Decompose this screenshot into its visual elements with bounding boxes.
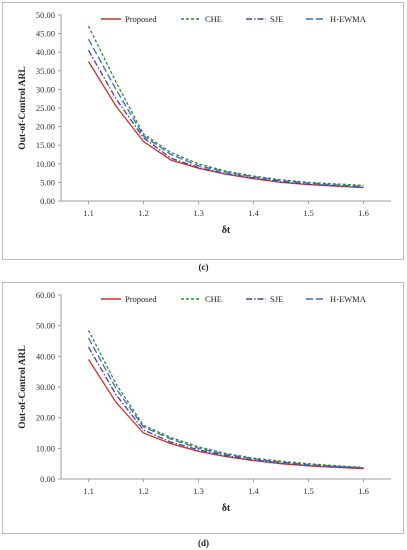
x-tick-label: 1.1	[83, 208, 94, 218]
y-tick-label: 0.00	[40, 196, 55, 206]
series-line-h-ewma	[87, 337, 364, 469]
legend-label: Proposed	[125, 14, 157, 24]
legend-item-h-ewma: H-EWMA	[306, 294, 367, 304]
x-tick-label: 1.2	[138, 486, 149, 496]
y-tick-label: 35.00	[36, 66, 55, 76]
x-tick-label: 1.4	[248, 486, 259, 496]
y-tick-label: 10.00	[36, 443, 55, 453]
x-axis-label: δt	[222, 225, 231, 236]
legend-label: CHE	[205, 294, 222, 304]
legend-item-sje: SJE	[246, 14, 283, 24]
chart-caption-c: (c)	[198, 262, 209, 272]
y-tick-label: 25.00	[36, 103, 55, 113]
y-axis-label: Out-of-Control ARL	[18, 66, 28, 149]
x-tick-label: 1.4	[248, 208, 259, 218]
series-line-che	[87, 330, 364, 468]
series-line-che	[87, 25, 364, 187]
legend-item-che: CHE	[181, 294, 222, 304]
y-tick-label: 20.00	[36, 122, 55, 132]
legend-label: Proposed	[125, 294, 157, 304]
x-tick-label: 1.3	[193, 486, 204, 496]
chart-caption-d: (d)	[198, 538, 209, 548]
legend-item-sje: SJE	[246, 294, 283, 304]
legend-label: SJE	[270, 14, 283, 24]
x-tick-label: 1.6	[358, 486, 369, 496]
y-tick-label: 30.00	[36, 84, 55, 94]
x-tick-label: 1.1	[83, 486, 94, 496]
y-tick-label: 50.00	[36, 10, 55, 20]
x-tick-label: 1.5	[303, 208, 314, 218]
x-tick-label: 1.3	[193, 208, 204, 218]
legend-label: CHE	[205, 14, 222, 24]
x-axis-label: δt	[222, 503, 231, 514]
y-tick-label: 45.00	[36, 29, 55, 39]
series-line-proposed	[87, 61, 364, 189]
y-tick-label: 5.00	[40, 177, 55, 187]
y-axis-label: Out-of-Control ARL	[18, 345, 28, 428]
y-tick-label: 10.00	[36, 159, 55, 169]
y-tick-label: 20.00	[36, 413, 55, 423]
legend-item-proposed: Proposed	[101, 294, 157, 304]
y-tick-label: 15.00	[36, 140, 55, 150]
x-tick-label: 1.2	[138, 208, 149, 218]
legend-item-proposed: Proposed	[101, 14, 157, 24]
legend-label: H-EWMA	[330, 294, 367, 304]
legend-item-h-ewma: H-EWMA	[306, 14, 367, 24]
chart-panel-d: 0.00 10.00 20.00 30.00 40.00 50.00 60.00 1.1 1.2…	[2, 282, 404, 534]
y-tick-label: 50.00	[36, 321, 55, 331]
y-tick-label: 40.00	[36, 351, 55, 361]
legend-label: SJE	[270, 294, 283, 304]
series-line-h-ewma	[87, 38, 364, 188]
arl-line-chart-d: 0.00 10.00 20.00 30.00 40.00 50.00 60.00 1.1 1.2…	[18, 290, 391, 514]
chart-panel-c: 0.00 5.00 10.00 15.00 20.00 25.00 30.00 35.00 40…	[2, 2, 404, 260]
y-tick-label: 30.00	[36, 382, 55, 392]
x-tick-label: 1.6	[358, 208, 369, 218]
series-line-proposed	[87, 359, 364, 470]
x-tick-label: 1.5	[303, 486, 314, 496]
y-tick-label: 0.00	[40, 474, 55, 484]
arl-line-chart-c: 0.00 5.00 10.00 15.00 20.00 25.00 30.00 35.00 40…	[18, 10, 391, 236]
y-tick-label: 60.00	[36, 290, 55, 300]
legend-label: H-EWMA	[330, 14, 367, 24]
y-tick-label: 40.00	[36, 47, 55, 57]
series-line-sje	[87, 49, 364, 188]
legend-item-che: CHE	[181, 14, 222, 24]
